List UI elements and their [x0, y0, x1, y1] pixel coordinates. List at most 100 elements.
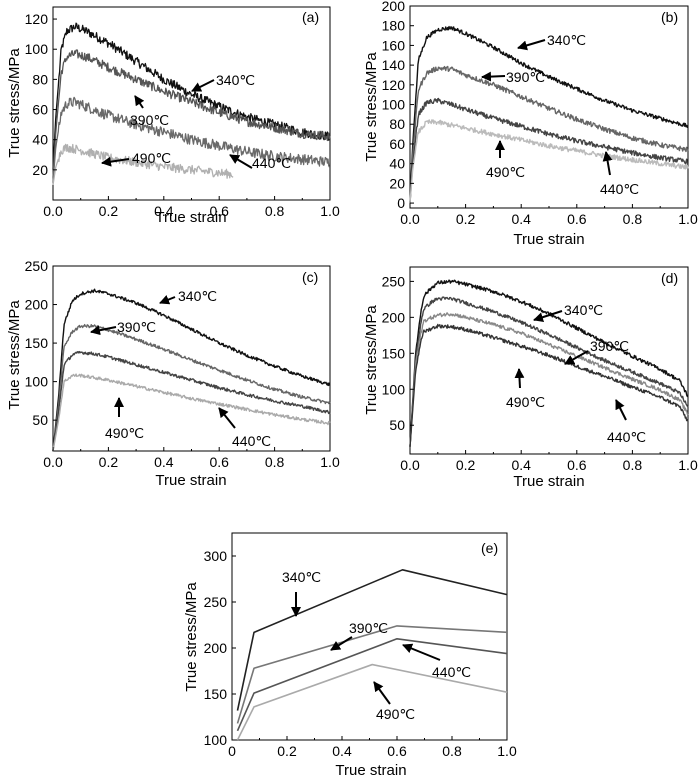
series-line-490c — [409, 119, 689, 204]
annotation-390: 390℃ — [481, 69, 545, 85]
arrow-490 — [101, 156, 130, 167]
arrow-340 — [191, 79, 215, 92]
temp-label-340: 340℃ — [178, 288, 217, 304]
x-tick-label: 0.6 — [387, 743, 407, 759]
y-tick-label: 250 — [382, 273, 406, 289]
temp-label-440: 440℃ — [252, 155, 291, 171]
panel-d: 0.0 0.2 0.4 0.6 0.8 1.0 50 100 150 200 250 (d) Tr… — [363, 266, 698, 490]
temp-label-340: 340℃ — [282, 569, 321, 585]
series-line-490c — [409, 323, 689, 447]
annotation-390: 390℃ — [90, 319, 156, 336]
x-axis-title: True strain — [155, 472, 226, 489]
y-tick-label: 150 — [25, 335, 49, 351]
series-line-440c — [52, 96, 331, 182]
temp-label-440: 440℃ — [432, 664, 471, 680]
x-tick-label: 0.2 — [99, 454, 119, 470]
series-line-390c — [52, 323, 331, 452]
arrow-390 — [134, 95, 145, 109]
x-tick-label: 0.4 — [332, 743, 352, 759]
y-tick-label: 100 — [25, 41, 49, 57]
x-tick-label: 0.0 — [43, 454, 63, 470]
panel-c: 0.0 0.2 0.4 0.6 0.8 1.0 50 100 150 200 250 (c) Tr… — [6, 258, 340, 489]
series-line-440c — [52, 350, 331, 452]
annotation-340: 340℃ — [191, 72, 255, 92]
temp-label-490: 490℃ — [486, 164, 525, 180]
series-line-440c — [236, 637, 508, 732]
annotation-390: 390℃ — [330, 620, 388, 651]
y-tick-label: 200 — [382, 0, 406, 14]
series-line-340c — [409, 25, 689, 204]
annotation-490: 490℃ — [486, 140, 525, 180]
arrow-440 — [229, 154, 253, 169]
arrow-440 — [218, 407, 236, 429]
x-tick-label: 0.4 — [154, 203, 174, 219]
plot-frame — [409, 266, 689, 455]
panel-a: 0.0 0.2 0.4 0.6 0.8 1.0 20 40 60 80 100 120 (a) Tr… — [6, 6, 340, 226]
y-axis-title: True stress/MPa — [6, 300, 23, 410]
arrow-440 — [615, 399, 627, 421]
x-axis-title: True strain — [335, 762, 406, 778]
annotation-340: 340℃ — [517, 32, 586, 51]
series-line-340c — [236, 568, 508, 711]
y-tick-label: 50 — [389, 417, 405, 433]
y-tick-label: 180 — [382, 18, 406, 34]
arrow-490 — [514, 368, 525, 389]
arrow-440 — [402, 643, 441, 661]
temp-label-490: 490℃ — [132, 150, 171, 166]
y-tick-label: 100 — [382, 97, 406, 113]
series-line-440c — [409, 97, 689, 204]
panel-label: (a) — [302, 9, 319, 25]
x-ticks: 0 0.2 0.4 0.6 0.8 1.0 — [228, 736, 517, 759]
x-tick-label: 1.0 — [320, 454, 340, 470]
panel-label: (e) — [481, 540, 498, 556]
x-tick-label: 0.4 — [511, 211, 531, 227]
y-tick-label: 120 — [382, 77, 406, 93]
x-tick-label: 0.0 — [43, 203, 63, 219]
temp-label-390: 390℃ — [506, 69, 545, 85]
x-tick-label: 0 — [228, 743, 236, 759]
y-tick-label: 200 — [382, 309, 406, 325]
x-axis-title: True strain — [513, 473, 584, 490]
series-line-340c — [52, 22, 331, 170]
annotation-340: 340℃ — [282, 569, 321, 617]
x-tick-label: 1.0 — [497, 743, 517, 759]
temp-label-390: 390℃ — [130, 112, 169, 128]
y-ticks: 100 150 200 250 300 — [204, 548, 236, 748]
arrow-390 — [564, 350, 589, 365]
y-tick-label: 200 — [204, 640, 228, 656]
series-layer — [236, 568, 508, 741]
temp-label-440: 440℃ — [607, 429, 646, 445]
temp-label-340: 340℃ — [564, 302, 603, 318]
y-ticks: 50 100 150 200 250 — [382, 273, 414, 433]
x-tick-label: 0.8 — [265, 454, 285, 470]
y-tick-label: 20 — [32, 162, 48, 178]
annotation-440: 440℃ — [218, 407, 271, 449]
arrow-390 — [90, 325, 117, 336]
arrow-340 — [159, 295, 176, 305]
y-tick-label: 40 — [32, 132, 48, 148]
arrow-340 — [517, 39, 546, 51]
x-tick-label: 0.4 — [511, 457, 531, 473]
x-tick-label: 0.2 — [277, 743, 297, 759]
y-axis-title: True stress/MPa — [363, 305, 380, 415]
y-axis-title: True stress/MPa — [6, 48, 23, 158]
panel-label: (c) — [302, 269, 318, 285]
series-layer — [52, 22, 331, 186]
y-axis-title: True stress/MPa — [363, 52, 380, 162]
x-tick-label: 0.2 — [456, 211, 476, 227]
x-tick-label: 0.0 — [400, 211, 420, 227]
series-line-490c — [52, 143, 234, 186]
y-tick-label: 140 — [382, 57, 406, 73]
annotation-490: 490℃ — [105, 397, 144, 441]
y-tick-label: 250 — [25, 258, 49, 274]
x-tick-label: 0.6 — [567, 211, 587, 227]
y-tick-label: 300 — [204, 548, 228, 564]
panel-b: 0.0 0.2 0.4 0.6 0.8 1.0 0 20 40 60 80 100 120 140 160… — [363, 0, 698, 248]
annotation-440: 440℃ — [402, 643, 471, 680]
temp-label-390: 390℃ — [117, 319, 156, 335]
annotation-490: 490℃ — [101, 150, 171, 167]
temp-label-490: 490℃ — [105, 425, 144, 441]
temp-label-390: 390℃ — [349, 620, 388, 636]
x-tick-label: 0.2 — [99, 203, 119, 219]
y-tick-label: 20 — [389, 175, 405, 191]
